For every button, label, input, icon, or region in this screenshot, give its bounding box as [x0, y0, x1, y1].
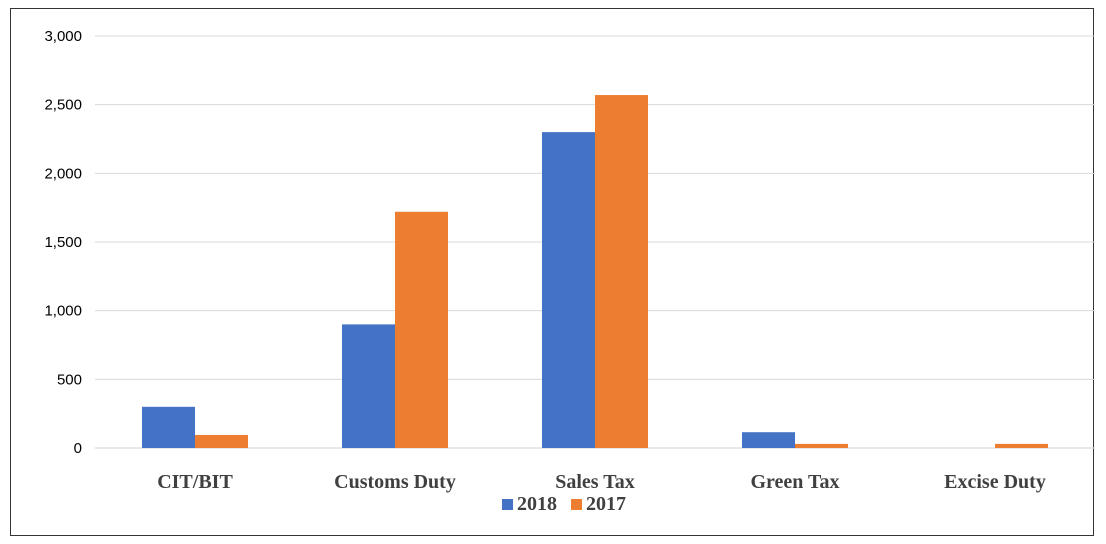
bar-2017-green-tax [795, 443, 848, 448]
bar-2017-excise-duty [995, 443, 1048, 448]
x-category-label: Green Tax [750, 471, 839, 493]
bar-2018-cit-bit [142, 406, 195, 448]
legend-label-2017: 2017 [586, 493, 626, 515]
bar-2018-green-tax [742, 432, 795, 448]
y-tick-label: 0 [74, 440, 82, 457]
bars [142, 95, 1048, 448]
y-tick-label: 2,000 [44, 165, 82, 182]
y-tick-label: 500 [57, 371, 82, 388]
bar-2017-sales-tax [595, 95, 648, 448]
y-axis-tick-labels: 0 500 1,000 1,500 2,000 2,500 3,000 [44, 28, 82, 457]
y-tick-label: 2,500 [44, 97, 82, 114]
bar-2018-customs-duty [342, 324, 395, 448]
x-category-label: Excise Duty [944, 471, 1046, 493]
legend-label-2018: 2018 [517, 493, 557, 515]
legend: 2018 2017 [502, 493, 626, 515]
x-category-label: CIT/BIT [157, 471, 233, 493]
legend-swatch-2017 [571, 499, 582, 510]
bar-2017-cit-bit [195, 434, 248, 448]
bar-2017-customs-duty [395, 211, 448, 448]
x-axis-category-labels: CIT/BIT Customs Duty Sales Tax Green Tax Exc… [157, 471, 1046, 493]
x-category-label: Sales Tax [555, 471, 634, 493]
bar-2018-sales-tax [542, 132, 595, 448]
y-tick-label: 1,500 [44, 234, 82, 251]
x-category-label: Customs Duty [334, 471, 456, 493]
legend-swatch-2018 [502, 499, 513, 510]
y-tick-label: 3,000 [44, 28, 82, 45]
y-tick-label: 1,000 [44, 303, 82, 320]
